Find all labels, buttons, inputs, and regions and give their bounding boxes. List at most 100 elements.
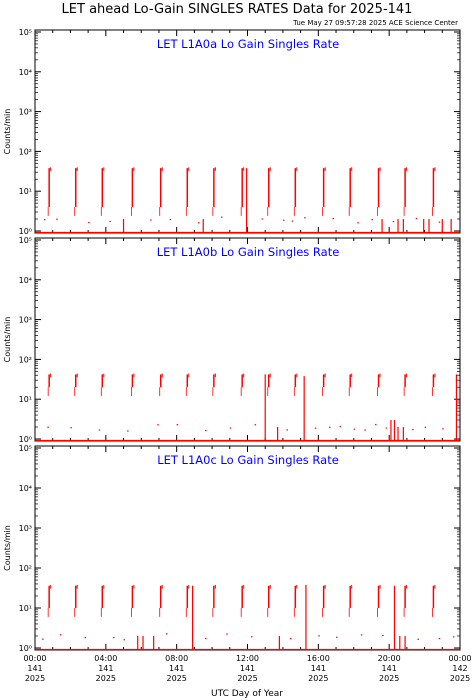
data-point bbox=[176, 424, 179, 426]
data-point bbox=[166, 633, 168, 635]
data-point bbox=[290, 637, 292, 640]
data-point bbox=[438, 221, 441, 223]
x-tick-label: 141 bbox=[382, 664, 397, 673]
y-tick-label: 10² bbox=[19, 147, 32, 156]
y-tick-label: 10⁰ bbox=[19, 435, 32, 444]
y-tick-label: 10³ bbox=[19, 316, 32, 325]
x-tick-label: 141 bbox=[240, 664, 255, 673]
y-axis-label: Counts/min bbox=[3, 109, 12, 155]
data-point bbox=[123, 639, 126, 641]
x-tick-label: 141 bbox=[27, 664, 42, 673]
data-point bbox=[251, 636, 253, 638]
data-point bbox=[205, 637, 207, 640]
y-axis-label: Counts/min bbox=[3, 317, 12, 363]
data-point bbox=[150, 219, 152, 221]
y-tick-label: 10⁰ bbox=[19, 227, 32, 236]
y-tick-label: 10⁵ bbox=[19, 444, 32, 453]
data-point bbox=[385, 427, 388, 429]
y-tick-label: 10⁰ bbox=[19, 644, 32, 653]
data-point bbox=[392, 220, 395, 223]
data-point bbox=[360, 634, 363, 636]
data-point bbox=[442, 428, 444, 430]
plot-frame bbox=[34, 445, 461, 651]
data-point bbox=[226, 633, 228, 635]
x-tick-label: 04:00 bbox=[94, 654, 117, 663]
panel-3: 10⁰ 10¹ 10² 10³ 10⁴ 10⁵ Counts/min LET L1A0c Lo… bbox=[3, 444, 461, 653]
data-point bbox=[357, 222, 359, 224]
timestamp: Tue May 27 09:57:28 2025 ACE Science Cen… bbox=[292, 19, 458, 27]
data-point bbox=[417, 638, 419, 640]
x-tick-label: 141 bbox=[169, 664, 184, 673]
x-tick-label: 00:00 bbox=[23, 654, 46, 663]
figure-title: LET ahead Lo-Gain SINGLES RATES Data for… bbox=[62, 2, 413, 17]
x-tick-label: 2025 bbox=[96, 674, 116, 683]
data-point bbox=[157, 424, 159, 426]
data-point bbox=[84, 637, 87, 639]
data-point bbox=[339, 425, 342, 428]
y-tick-label: 10² bbox=[19, 564, 32, 573]
x-tick-label: 2025 bbox=[308, 674, 328, 683]
y-tick-label: 10⁴ bbox=[19, 484, 32, 493]
data-point bbox=[98, 429, 101, 431]
data-point bbox=[261, 218, 264, 220]
x-tick-label: 2025 bbox=[237, 674, 257, 683]
data-point bbox=[332, 217, 334, 220]
data-point bbox=[197, 222, 200, 224]
data-point bbox=[254, 424, 257, 426]
y-tick-label: 10³ bbox=[19, 108, 32, 117]
data-point bbox=[59, 634, 62, 636]
data-point bbox=[169, 218, 172, 221]
x-tick-label: 2025 bbox=[25, 674, 45, 683]
data-point bbox=[328, 426, 331, 428]
y-tick-label: 10¹ bbox=[19, 187, 32, 196]
data-point bbox=[318, 635, 320, 637]
data-point bbox=[205, 429, 207, 432]
data-point bbox=[109, 220, 111, 223]
data-point bbox=[438, 637, 441, 640]
x-axis: 00:00141202504:00141202508:00141202512:0… bbox=[23, 654, 471, 683]
x-tick-label: 142 bbox=[452, 664, 467, 673]
data-point bbox=[353, 428, 356, 430]
x-tick-label: 2025 bbox=[379, 674, 399, 683]
x-tick-label: 141 bbox=[98, 664, 113, 673]
data-point bbox=[336, 636, 338, 638]
y-tick-label: 10² bbox=[19, 355, 32, 364]
data-point bbox=[286, 429, 288, 431]
plot-frame bbox=[34, 29, 461, 234]
data-point bbox=[70, 427, 72, 429]
data-point bbox=[415, 217, 418, 220]
y-tick-label: 10⁵ bbox=[19, 28, 32, 37]
data-point bbox=[43, 219, 46, 221]
data-point bbox=[364, 429, 366, 431]
panel-1: 10⁰ 10¹ 10² 10³ 10⁴ 10⁵ Counts/min LET L1A0a Lo… bbox=[3, 28, 461, 236]
data-point bbox=[56, 218, 58, 220]
x-tick-label: 00:00 bbox=[448, 654, 471, 663]
x-tick-label: 08:00 bbox=[165, 654, 188, 663]
x-tick-label: 20:00 bbox=[378, 654, 401, 663]
y-tick-label: 10¹ bbox=[19, 395, 32, 404]
data-point bbox=[382, 634, 384, 637]
data-point bbox=[282, 219, 285, 221]
panels: 10⁰ 10¹ 10² 10³ 10⁴ 10⁵ Counts/min LET L1A0a Lo… bbox=[3, 28, 461, 653]
x-tick-label: 12:00 bbox=[236, 654, 259, 663]
data-point bbox=[371, 219, 373, 221]
y-tick-label: 10⁴ bbox=[19, 68, 32, 77]
panel-title: LET L1A0c Lo Gain Singles Rate bbox=[157, 453, 339, 467]
data-point bbox=[304, 217, 306, 219]
data-point bbox=[47, 426, 49, 428]
data-point bbox=[88, 221, 90, 224]
plot-frame bbox=[34, 237, 461, 442]
data-point bbox=[42, 638, 44, 640]
panel-2: 10⁰ 10¹ 10² 10³ 10⁴ 10⁵ Counts/min LET L1A0b Lo… bbox=[3, 236, 461, 444]
y-tick-label: 10⁵ bbox=[19, 236, 32, 245]
data-point bbox=[291, 220, 294, 222]
data-point bbox=[314, 427, 317, 429]
data-point bbox=[127, 430, 129, 432]
data-point bbox=[452, 636, 455, 638]
data-point bbox=[229, 427, 232, 429]
x-tick-label: 2025 bbox=[166, 674, 186, 683]
data-point bbox=[424, 426, 427, 428]
y-axis-label: Counts/min bbox=[3, 525, 12, 571]
data-point bbox=[375, 423, 377, 426]
